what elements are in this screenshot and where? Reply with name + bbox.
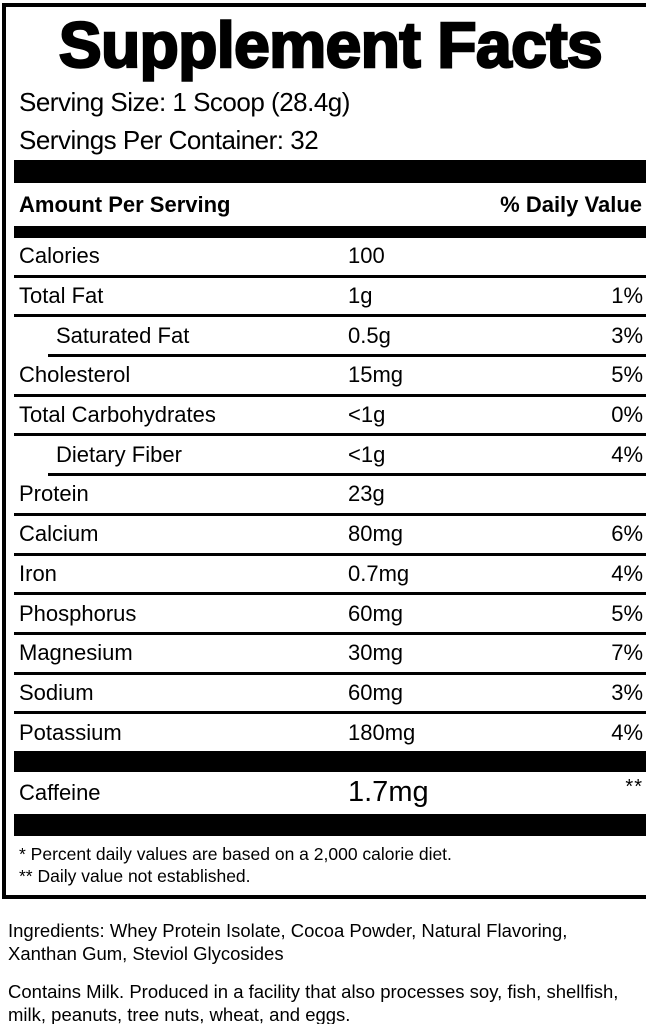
thick-separator-bar: [14, 750, 646, 772]
nutrient-daily-value: 0%: [611, 402, 643, 428]
nutrient-label: Calories: [19, 243, 100, 269]
nutrient-amount: 100: [348, 243, 385, 269]
nutrient-label: Phosphorus: [19, 600, 137, 626]
amount-per-serving-header: Amount Per Serving: [19, 191, 231, 217]
table-row: Magnesium 30mg 7%: [14, 635, 646, 672]
servings-per-container: Servings Per Container: 32: [19, 125, 319, 155]
row-divider: [14, 592, 646, 596]
nutrient-amount: 23g: [348, 481, 385, 507]
nutrient-daily-value: 4%: [611, 441, 643, 467]
table-row: Phosphorus 60mg 5%: [14, 595, 646, 632]
nutrient-daily-value: 6%: [611, 521, 643, 547]
nutrient-daily-value: 5%: [611, 362, 643, 388]
nutrient-label: Dietary Fiber: [56, 441, 182, 467]
daily-value-header: % Daily Value: [500, 191, 642, 217]
nutrient-daily-value: 1%: [611, 283, 643, 309]
nutrient-label: Potassium: [19, 719, 122, 745]
row-divider: [14, 552, 646, 556]
table-row: Saturated Fat 0.5g 3%: [14, 317, 646, 354]
table-row: Total Fat 1g 1%: [14, 278, 646, 315]
nutrient-amount: <1g: [348, 441, 386, 467]
table-row: Potassium 180mg 4%: [14, 714, 646, 751]
footnote-daily-values: * Percent daily values are based on a 2,…: [19, 843, 452, 864]
supplement-facts-panel: Supplement Facts Serving Size: 1 Scoop (…: [2, 3, 646, 899]
table-row: Protein 23g: [14, 476, 646, 513]
label-text-below-panel: Ingredients: Whey Protein Isolate, Cocoa…: [8, 904, 642, 1024]
nutrient-daily-value: **: [625, 775, 643, 798]
thick-separator-bar: [14, 160, 646, 183]
nutrient-label: Caffeine: [19, 779, 101, 805]
nutrient-amount: 0.5g: [348, 322, 391, 348]
nutrient-label: Calcium: [19, 521, 99, 547]
nutrient-label: Iron: [19, 560, 57, 586]
row-divider: [14, 314, 646, 318]
ingredients-paragraph: Ingredients: Whey Protein Isolate, Cocoa…: [8, 919, 642, 965]
nutrient-daily-value: 7%: [611, 640, 643, 666]
ingredients-line: Xanthan Gum, Steviol Glycosides: [8, 943, 284, 964]
table-row-caffeine: Caffeine 1.7mg **: [14, 772, 646, 814]
nutrient-daily-value: 3%: [611, 322, 643, 348]
nutrient-amount: 1g: [348, 283, 373, 309]
nutrient-amount: 60mg: [348, 679, 404, 705]
row-divider: [48, 354, 646, 358]
row-divider: [14, 671, 646, 675]
allergen-line: milk, peanuts, tree nuts, wheat, and egg…: [8, 1004, 351, 1024]
table-row: Sodium 60mg 3%: [14, 675, 646, 712]
row-divider: [14, 274, 646, 278]
nutrient-amount: 30mg: [348, 640, 404, 666]
table-row: Dietary Fiber <1g 4%: [14, 436, 646, 473]
thick-separator-bar: [14, 813, 646, 836]
nutrient-amount: 0.7mg: [348, 560, 410, 586]
nutrient-daily-value: 5%: [611, 600, 643, 626]
footnotes: * Percent daily values are based on a 2,…: [14, 836, 646, 895]
table-row: Total Carbohydrates <1g 0%: [14, 397, 646, 434]
nutrient-amount: <1g: [348, 402, 386, 428]
nutrient-amount: 180mg: [348, 719, 416, 745]
allergen-paragraph: Contains Milk. Produced in a facility th…: [8, 980, 642, 1024]
nutrient-label: Total Fat: [19, 283, 104, 309]
table-row: Calcium 80mg 6%: [14, 516, 646, 553]
table-row: Calories 100: [14, 238, 646, 275]
nutrient-daily-value: 3%: [611, 679, 643, 705]
table-header-row: Amount Per Serving % Daily Value: [14, 183, 646, 226]
row-divider: [14, 711, 646, 715]
table-row: Iron 0.7mg 4%: [14, 556, 646, 593]
nutrient-label: Saturated Fat: [56, 322, 190, 348]
table-row: Cholesterol 15mg 5%: [14, 357, 646, 394]
nutrient-rows: Calories 100 Total Fat 1g 1% Saturated F…: [14, 238, 646, 751]
nutrient-label: Cholesterol: [19, 362, 131, 388]
row-divider: [14, 512, 646, 516]
nutrient-daily-value: 4%: [611, 719, 643, 745]
row-divider: [14, 631, 646, 635]
nutrient-label: Total Carbohydrates: [19, 402, 216, 428]
nutrient-label: Protein: [19, 481, 89, 507]
serving-size: Serving Size: 1 Scoop (28.4g): [19, 87, 350, 117]
row-divider: [14, 393, 646, 397]
row-divider: [48, 473, 646, 477]
panel-title: Supplement Facts: [58, 8, 604, 83]
thick-separator-bar: [14, 226, 646, 238]
nutrient-amount: 1.7mg: [348, 776, 429, 809]
row-divider: [14, 433, 646, 437]
nutrient-amount: 80mg: [348, 521, 404, 547]
nutrient-label: Sodium: [19, 679, 94, 705]
footnote-not-established: ** Daily value not established.: [19, 865, 251, 886]
nutrient-label: Magnesium: [19, 640, 133, 666]
nutrient-daily-value: 4%: [611, 560, 643, 586]
nutrient-amount: 15mg: [348, 362, 404, 388]
nutrient-amount: 60mg: [348, 600, 404, 626]
ingredients-line: Ingredients: Whey Protein Isolate, Cocoa…: [8, 920, 568, 941]
allergen-line: Contains Milk. Produced in a facility th…: [8, 981, 619, 1002]
